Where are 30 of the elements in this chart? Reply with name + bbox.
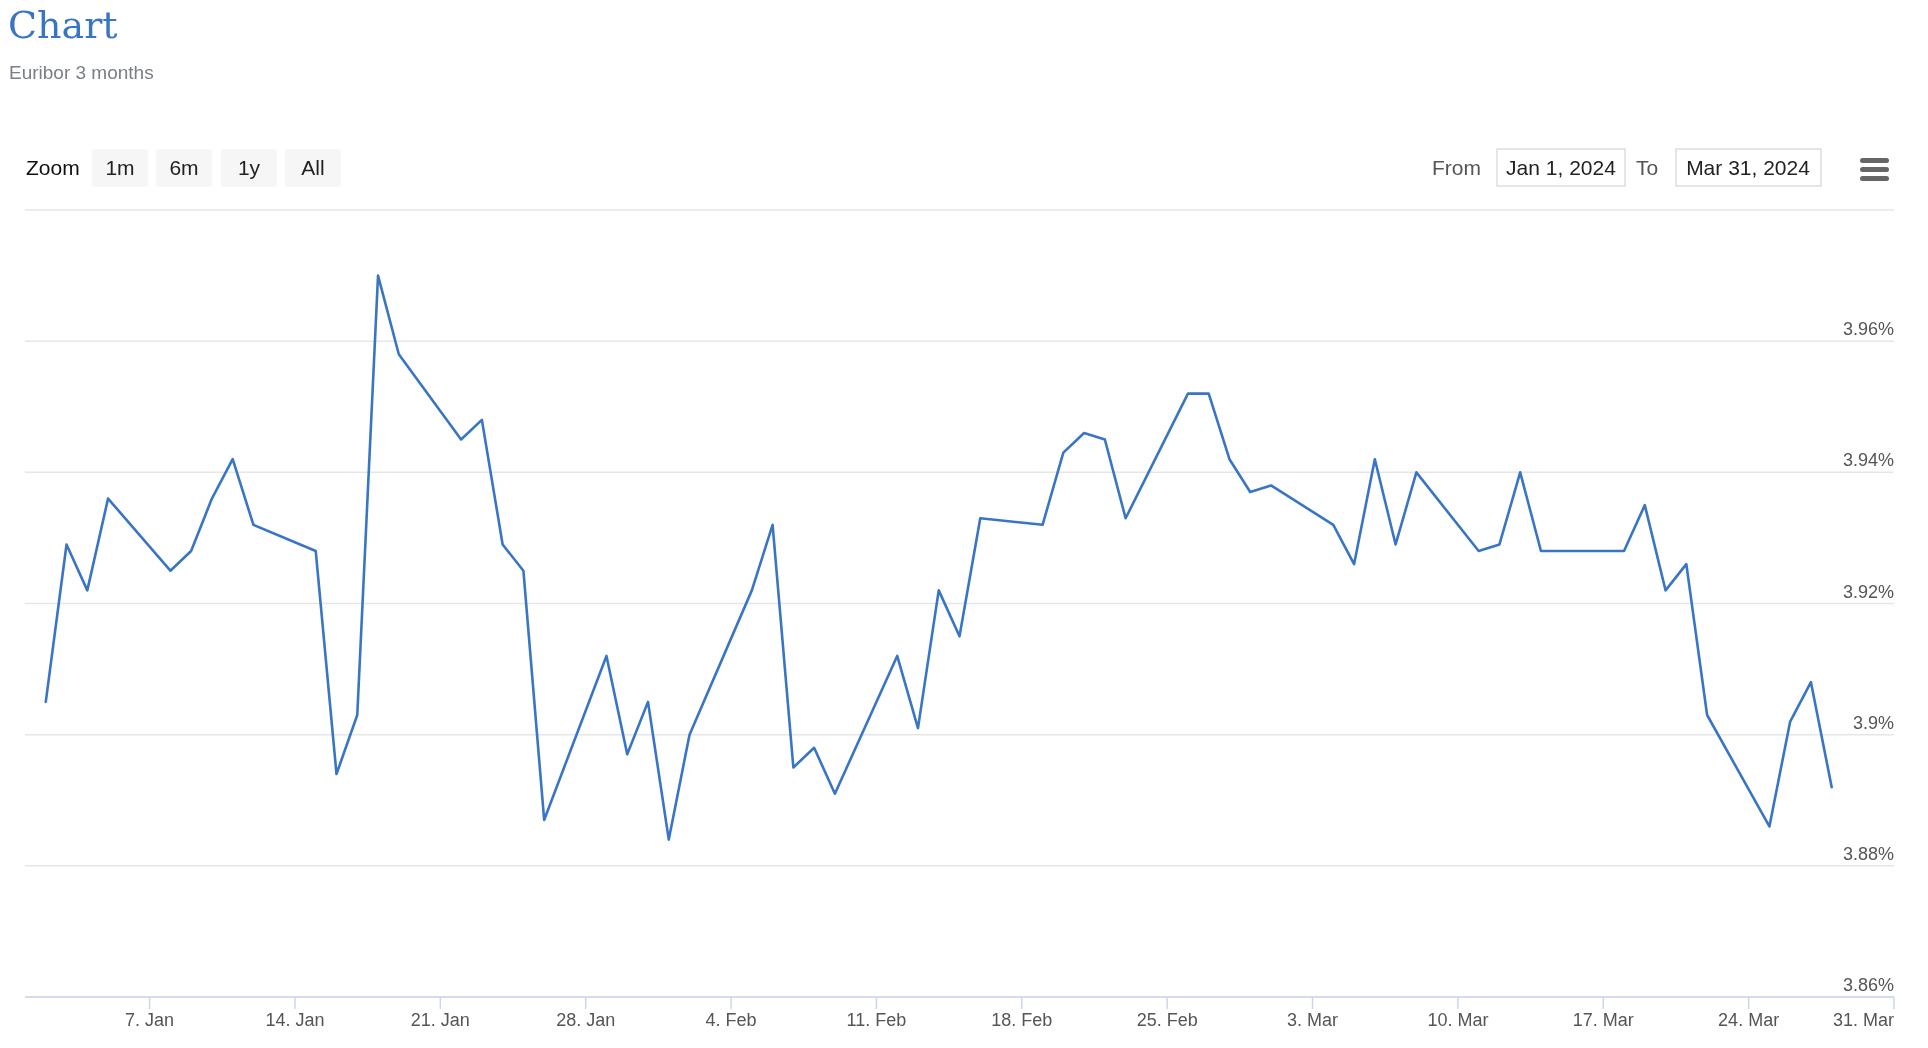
x-tick-label: 10. Mar [1427,1010,1489,1030]
x-tick-label: 31. Mar [1832,1010,1894,1030]
y-tick-label: 3.88% [1842,843,1894,864]
x-tick-label: 17. Mar [1572,1010,1634,1030]
x-tick-label: 18. Feb [991,1010,1053,1030]
chart-title: Chart [8,3,118,47]
x-tick-label: 3. Mar [1287,1010,1339,1030]
x-tick-label: 21. Jan [410,1010,470,1030]
zoom-button: 6m [156,149,212,187]
text: Zoom [26,156,80,179]
text: To [1636,156,1659,179]
y-tick-label: 3.92% [1842,581,1894,602]
y-tick-label: 3.96% [1842,319,1894,340]
text: From [1432,156,1481,179]
date-field: Jan 1, 2024 [1496,148,1626,187]
y-tick-label: 3.86% [1842,975,1894,995]
x-tick-label: 25. Feb [1136,1010,1198,1030]
y-tick-label: 3.9% [1852,712,1894,733]
zoom-button: All [285,149,341,187]
y-tick-label: 3.94% [1842,450,1894,471]
x-tick-label: 4. Feb [705,1010,757,1030]
x-tick-label: 11. Feb [846,1010,907,1030]
x-tick-label: 7. Jan [125,1010,175,1030]
x-tick-label: 24. Mar [1718,1010,1780,1030]
zoom-button: 1m [92,149,148,187]
date-field: Mar 31, 2024 [1675,148,1822,187]
x-tick-label: 14. Jan [265,1010,325,1030]
zoom-button: 1y [221,149,277,187]
x-tick-label: 28. Jan [556,1010,616,1030]
chart-subtitle: Euribor 3 months [9,62,154,83]
